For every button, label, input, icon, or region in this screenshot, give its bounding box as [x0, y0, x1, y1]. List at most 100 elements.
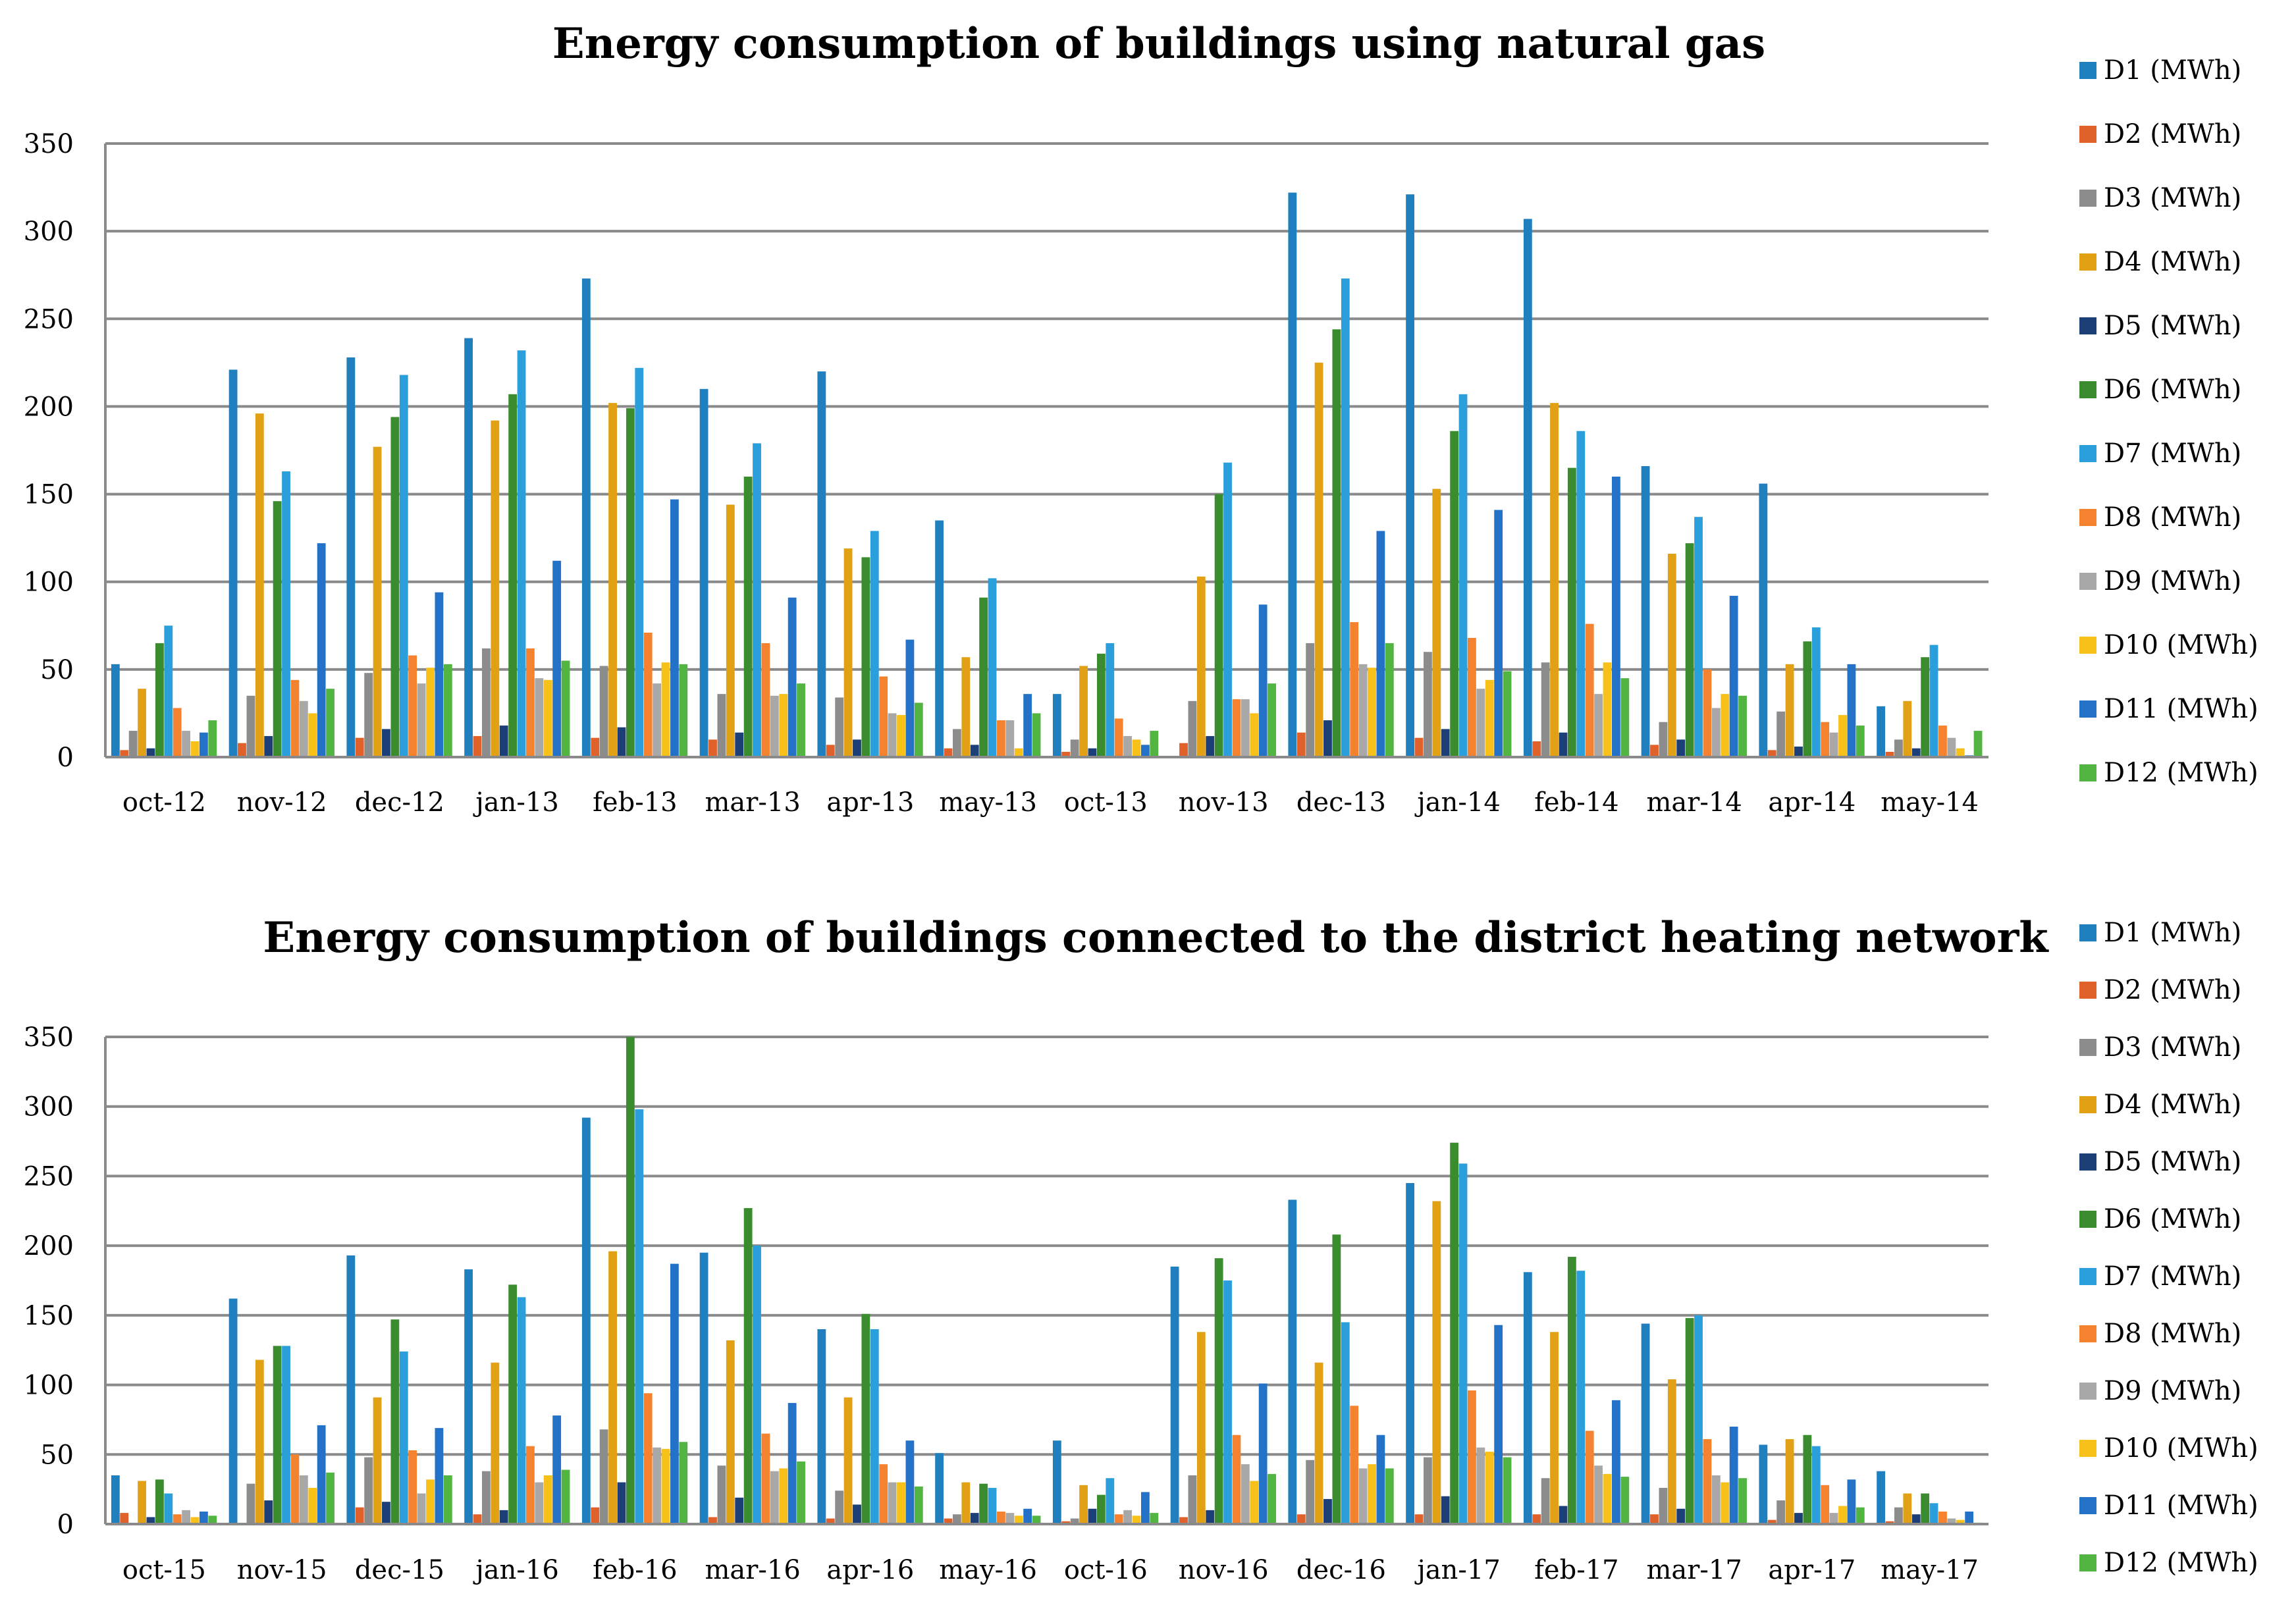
bar	[1250, 1481, 1259, 1524]
bar	[264, 736, 273, 757]
bar	[491, 1362, 500, 1524]
legend-label: D9 (MWh)	[2104, 1376, 2241, 1406]
legend-label: D1 (MWh)	[2104, 918, 2241, 948]
bar	[608, 1251, 617, 1524]
bar	[1885, 1521, 1894, 1524]
y-tick-label: 50	[40, 655, 74, 685]
bar	[1296, 1514, 1306, 1524]
bar	[1956, 748, 1965, 757]
bar	[997, 1511, 1005, 1524]
bar	[743, 476, 753, 757]
bar	[128, 731, 138, 757]
bar	[653, 683, 661, 757]
bar	[970, 745, 979, 757]
legend-swatch	[2079, 253, 2096, 271]
bar	[1206, 736, 1215, 757]
bar	[1096, 1494, 1106, 1524]
bar	[797, 1461, 805, 1524]
bar	[326, 1472, 334, 1524]
bar	[870, 1329, 879, 1524]
bar	[661, 1448, 670, 1524]
bar	[1476, 689, 1485, 757]
x-tick-label: feb-16	[593, 1555, 678, 1585]
bar	[1894, 739, 1903, 757]
bar	[961, 1482, 971, 1524]
bar	[1885, 752, 1894, 757]
bar	[1250, 713, 1259, 757]
bar	[1114, 1514, 1123, 1524]
legend-swatch	[2079, 1440, 2096, 1457]
bar	[879, 1464, 888, 1524]
bar	[282, 471, 290, 757]
bar	[1341, 278, 1350, 757]
bar	[1550, 1332, 1559, 1524]
x-tick-label: jan-13	[473, 787, 558, 818]
bar	[1667, 1379, 1676, 1524]
bar	[1123, 736, 1132, 757]
legend-swatch	[2079, 381, 2096, 398]
bar	[346, 357, 356, 757]
bar	[1332, 329, 1341, 757]
bar	[1441, 1496, 1450, 1524]
legend-label: D9 (MWh)	[2104, 566, 2241, 596]
bar	[708, 1517, 717, 1524]
bar	[1685, 1318, 1694, 1524]
bar	[435, 592, 444, 757]
bar	[1523, 219, 1532, 757]
y-tick-label: 0	[57, 1510, 74, 1540]
bar	[979, 1483, 988, 1524]
bar	[1703, 669, 1712, 757]
bar	[914, 1486, 923, 1524]
bar	[443, 1475, 452, 1524]
bar	[561, 1469, 570, 1524]
bar	[1070, 1518, 1079, 1524]
x-tick-label: apr-17	[1768, 1555, 1855, 1585]
bar	[190, 1517, 200, 1524]
bar	[717, 694, 726, 757]
chart-natural-gas: Energy consumption of buildings using na…	[24, 19, 2258, 818]
bar	[905, 1440, 915, 1524]
bar	[482, 1471, 491, 1524]
bar	[1776, 1500, 1786, 1524]
bar	[1532, 1514, 1541, 1524]
bar	[1223, 462, 1232, 757]
bar	[670, 499, 679, 757]
bar	[1014, 1516, 1023, 1524]
legend-swatch	[2079, 1325, 2096, 1342]
bar	[935, 520, 944, 757]
bar	[1468, 637, 1476, 757]
bar	[1947, 1518, 1956, 1524]
bar	[608, 403, 617, 757]
x-tick-label: oct-15	[122, 1555, 206, 1585]
bar	[1973, 731, 1983, 757]
y-tick-label: 100	[24, 1371, 74, 1401]
bar	[599, 666, 608, 757]
bar	[390, 417, 400, 757]
x-tick-label: dec-12	[355, 787, 444, 818]
bar	[843, 548, 853, 757]
bar	[1458, 394, 1468, 757]
bar	[1406, 194, 1414, 758]
bar	[1829, 732, 1838, 757]
bar	[146, 1517, 155, 1524]
bar	[146, 748, 155, 757]
bar	[273, 501, 282, 757]
bar	[770, 695, 779, 757]
bar	[643, 632, 653, 757]
bar	[1641, 1323, 1650, 1524]
bar	[1803, 641, 1812, 757]
bar	[1350, 621, 1359, 757]
bar	[1911, 1514, 1921, 1524]
bar	[1567, 1257, 1576, 1524]
bar	[200, 732, 208, 757]
bar	[1694, 517, 1703, 757]
x-tick-label: dec-16	[1296, 1555, 1386, 1585]
chart-title: Energy consumption of buildings connecte…	[263, 913, 2049, 963]
bar	[535, 678, 544, 757]
chart-district-heating: Energy consumption of buildings connecte…	[24, 913, 2258, 1585]
bar	[1711, 1475, 1721, 1524]
bar	[1612, 1400, 1620, 1524]
bar	[1559, 732, 1568, 757]
bar	[617, 1482, 626, 1524]
